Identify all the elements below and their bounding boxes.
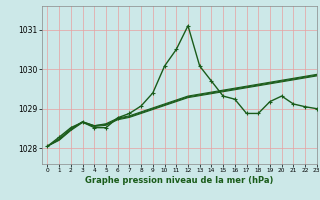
X-axis label: Graphe pression niveau de la mer (hPa): Graphe pression niveau de la mer (hPa) (85, 176, 273, 185)
